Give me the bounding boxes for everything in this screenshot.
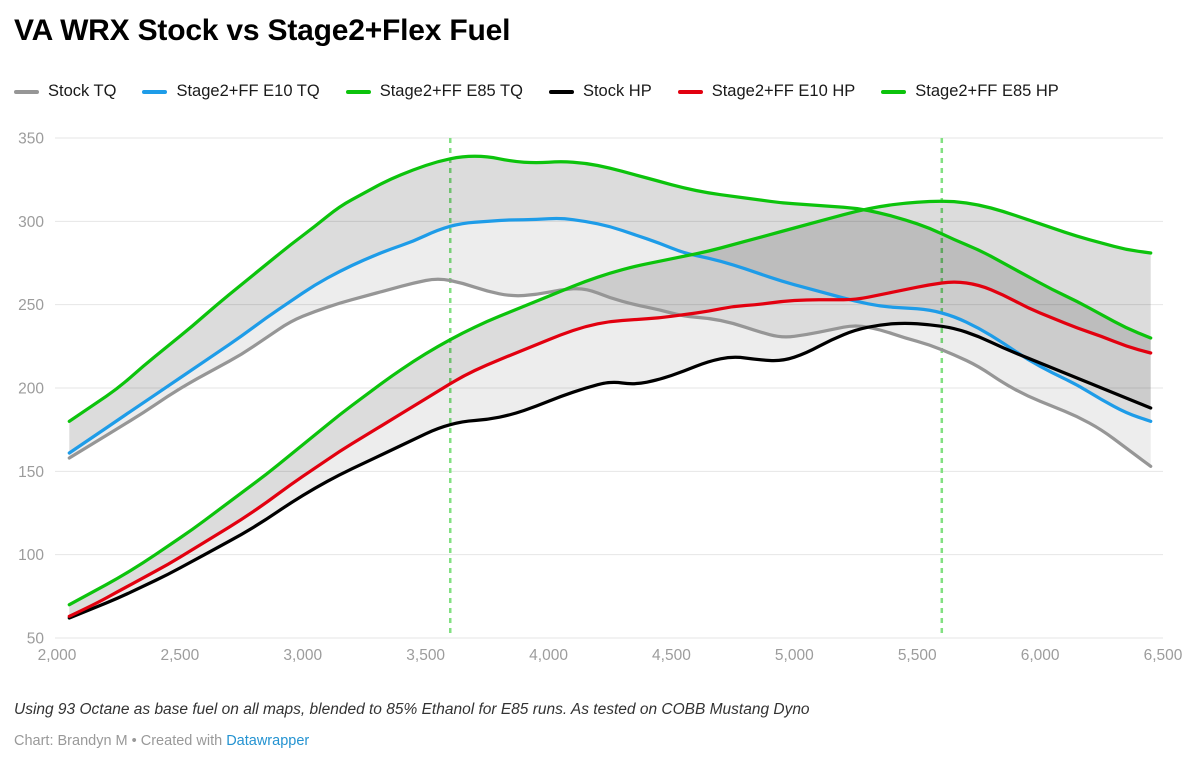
datawrapper-link[interactable]: Datawrapper (226, 733, 310, 749)
legend-label-e10-hp: Stage2+FF E10 HP (711, 82, 856, 100)
gain-band (69, 156, 1151, 454)
legend-swatch-e10-tq (142, 89, 168, 94)
legend-label-e85-tq: Stage2+FF E85 TQ (379, 82, 523, 100)
x-tick-label: 6,000 (1021, 647, 1060, 664)
gain-band (69, 201, 1151, 617)
x-tick-label: 2,000 (38, 647, 77, 664)
legend-item-stock-hp: Stock HP (548, 82, 652, 101)
y-tick-label: 150 (18, 464, 44, 481)
y-tick-label: 250 (18, 297, 44, 314)
legend-item-e10-hp: Stage2+FF E10 HP (677, 82, 856, 101)
legend-item-stock-tq: Stock TQ (14, 82, 116, 101)
x-tick-label: 6,500 (1144, 647, 1183, 664)
y-tick-label: 200 (18, 381, 44, 398)
legend-swatch-e10-hp (677, 89, 703, 94)
y-tick-label: 300 (18, 214, 44, 231)
y-tick-label: 100 (18, 547, 44, 564)
series-line-stage2-ff-e85-hp (67, 199, 1153, 607)
gain-band (69, 156, 1151, 467)
x-tick-label: 4,000 (529, 647, 568, 664)
chart-area: 50 100 150 200 250 300 350 2,000 2,500 3,000 3,500… (0, 118, 1195, 674)
legend-swatch-stock-tq (14, 89, 39, 94)
legend-item-e85-tq: Stage2+FF E85 TQ (345, 82, 523, 101)
series-line-stage2-ff-e10-tq (67, 216, 1153, 455)
x-tick-label: 3,500 (406, 647, 445, 664)
legend-label-stock-hp: Stock HP (582, 82, 652, 100)
legend-swatch-e85-hp (881, 89, 907, 94)
legend-item-e85-hp: Stage2+FF E85 HP (881, 82, 1059, 101)
series-line-stage2-ff-e85-tq (67, 154, 1153, 423)
y-tick-label: 50 (27, 631, 45, 648)
y-tick-label: 350 (18, 131, 44, 148)
series-line-stock-tq (67, 277, 1153, 468)
page-title: VA WRX Stock vs Stage2+Flex Fuel (14, 14, 511, 47)
chart-svg: 50 100 150 200 250 300 350 2,000 2,500 3,000 3,500… (18, 131, 1183, 665)
x-tick-label: 3,000 (283, 647, 322, 664)
credit-byline: Chart: Brandyn M • Created with (14, 733, 227, 749)
x-tick-label: 4,500 (652, 647, 691, 664)
chart-credit: Chart: Brandyn M • Created with Datawrap… (14, 733, 309, 749)
x-tick-label: 2,500 (160, 647, 199, 664)
series-line-stage2-ff-e10-hp (67, 280, 1153, 618)
legend-label-stock-tq: Stock TQ (48, 82, 117, 100)
legend-label-e85-hp: Stage2+FF E85 HP (915, 82, 1059, 100)
x-tick-label: 5,000 (775, 647, 814, 664)
legend-swatch-stock-hp (548, 89, 574, 94)
legend-item-e10-tq: Stage2+FF E10 TQ (142, 82, 320, 101)
legend-swatch-e85-tq (345, 89, 371, 94)
legend: Stock TQ Stage2+FF E10 TQ Stage2+FF E85 … (14, 82, 1059, 101)
chart-footnote: Using 93 Octane as base fuel on all maps… (14, 701, 810, 718)
legend-label-e10-tq: Stage2+FF E10 TQ (176, 82, 320, 100)
x-tick-label: 5,500 (898, 647, 937, 664)
series-line-stock-hp (67, 321, 1153, 620)
